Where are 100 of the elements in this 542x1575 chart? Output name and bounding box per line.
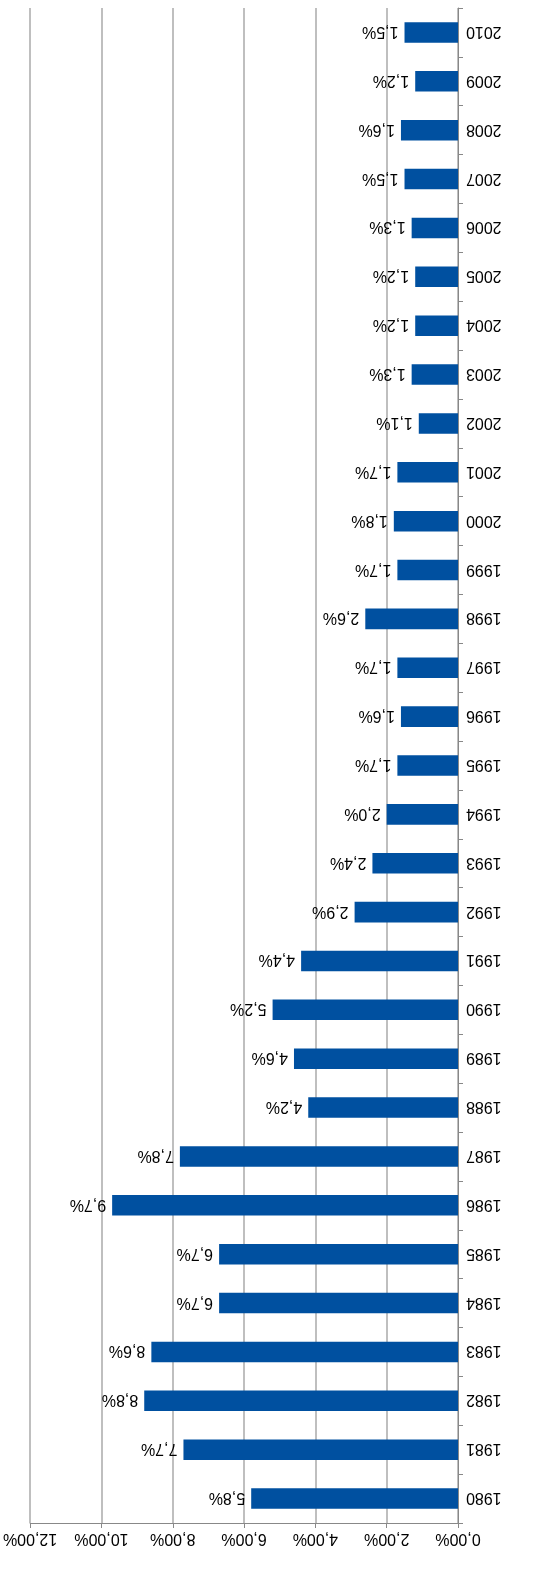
data-label: 1,5% <box>362 170 399 188</box>
y-tick-label: 1987 <box>465 1147 502 1165</box>
bar <box>400 119 458 141</box>
data-label: 7,8% <box>137 1147 174 1165</box>
data-label: 1,6% <box>358 121 395 139</box>
bar <box>151 1341 458 1363</box>
y-tick-label: 2001 <box>465 463 502 481</box>
bar <box>293 1048 458 1069</box>
bar <box>308 1097 458 1118</box>
y-tick-label: 2009 <box>465 72 502 90</box>
data-label: 1,7% <box>354 659 392 677</box>
bar <box>400 706 458 727</box>
bar <box>144 1390 458 1412</box>
y-tick-label: 1982 <box>465 1392 502 1410</box>
x-tick-label: 2,00% <box>364 1530 410 1548</box>
data-label: 8,8% <box>101 1392 139 1410</box>
data-label: 1,3% <box>369 366 406 384</box>
data-label: 4,2% <box>265 1099 303 1117</box>
data-label: 2,0% <box>344 805 381 823</box>
bar <box>251 1488 458 1509</box>
bar <box>397 657 458 679</box>
bar <box>411 364 458 385</box>
data-label: 6,7% <box>176 1294 214 1312</box>
y-tick-label: 1997 <box>465 659 502 677</box>
bar <box>301 950 458 972</box>
bar <box>397 755 458 776</box>
y-tick-label: 1981 <box>465 1441 502 1459</box>
bar <box>219 1292 458 1314</box>
y-tick-label: 1988 <box>465 1099 502 1117</box>
y-tick-label: 1990 <box>465 1001 502 1019</box>
data-label: 1,3% <box>369 219 406 237</box>
y-tick-label: 1986 <box>465 1196 502 1214</box>
data-label: 1,7% <box>354 561 392 579</box>
bar <box>404 22 458 43</box>
bar <box>418 413 458 434</box>
y-tick-label: 1996 <box>465 708 502 726</box>
bar <box>183 1439 458 1460</box>
x-tick-label: 12,00% <box>3 1530 58 1548</box>
bar <box>415 71 458 92</box>
y-tick-label: 2008 <box>465 121 502 139</box>
bar <box>219 1243 458 1265</box>
bar <box>393 510 458 532</box>
data-label: 1,7% <box>354 463 392 481</box>
y-tick-label: 1984 <box>465 1294 502 1312</box>
y-tick-label: 1985 <box>465 1245 502 1263</box>
y-tick-label: 1995 <box>465 757 502 774</box>
data-label: 6,7% <box>176 1245 214 1263</box>
x-tick-label: 0,00% <box>435 1530 481 1548</box>
y-tick-label: 1994 <box>465 805 502 823</box>
data-label: 2,4% <box>329 854 367 872</box>
y-tick-label: 1998 <box>465 610 502 628</box>
bar <box>365 608 458 630</box>
data-label: 7,7% <box>140 1441 178 1459</box>
y-tick-label: 1993 <box>465 854 502 872</box>
bar <box>415 266 458 288</box>
y-tick-label: 2003 <box>465 366 502 384</box>
y-tick-label: 2007 <box>465 170 502 188</box>
y-tick-label: 2005 <box>465 268 502 286</box>
data-label: 2,6% <box>322 610 360 628</box>
data-label: 1,2% <box>372 72 410 90</box>
bar <box>415 315 458 336</box>
y-tick-label: 2000 <box>465 512 502 530</box>
data-label: 1,2% <box>372 268 410 286</box>
x-tick-label: 6,00% <box>221 1530 267 1548</box>
bar <box>397 462 458 483</box>
bar <box>179 1146 458 1167</box>
data-label: 4,6% <box>251 1050 288 1068</box>
y-tick-label: 1999 <box>465 561 502 579</box>
bar <box>354 901 458 923</box>
y-tick-label: 1983 <box>465 1343 502 1361</box>
data-label: 1,1% <box>376 414 413 432</box>
data-label: 8,6% <box>108 1343 146 1361</box>
x-tick-label: 10,00% <box>74 1530 129 1548</box>
bar <box>411 217 458 239</box>
y-tick-label: 2010 <box>465 23 502 41</box>
bar <box>386 804 458 825</box>
x-tick-label: 8,00% <box>150 1530 196 1548</box>
data-label: 1,7% <box>354 757 392 774</box>
y-tick-label: 1980 <box>465 1490 502 1508</box>
data-label: 1,8% <box>351 512 388 530</box>
y-tick-label: 2006 <box>465 219 502 237</box>
data-label: 1,6% <box>358 708 395 726</box>
y-tick-label: 1991 <box>465 952 502 970</box>
y-tick-label: 2002 <box>465 414 502 432</box>
data-label: 2,9% <box>312 903 349 921</box>
x-tick-label: 4,00% <box>292 1530 339 1548</box>
data-label: 4,4% <box>258 952 296 970</box>
data-label: 1,2% <box>372 317 410 335</box>
bar <box>112 1195 458 1216</box>
data-label: 1,5% <box>362 23 399 41</box>
y-tick-label: 1989 <box>465 1050 502 1068</box>
y-tick-label: 2004 <box>465 317 502 335</box>
bar <box>272 999 458 1021</box>
y-tick-label: 1992 <box>465 903 502 921</box>
bar <box>404 168 458 190</box>
bar <box>372 852 458 874</box>
bar <box>397 559 458 581</box>
data-label: 5,8% <box>208 1490 246 1508</box>
data-label: 9,7% <box>69 1196 107 1214</box>
data-label: 5,2% <box>230 1001 267 1019</box>
